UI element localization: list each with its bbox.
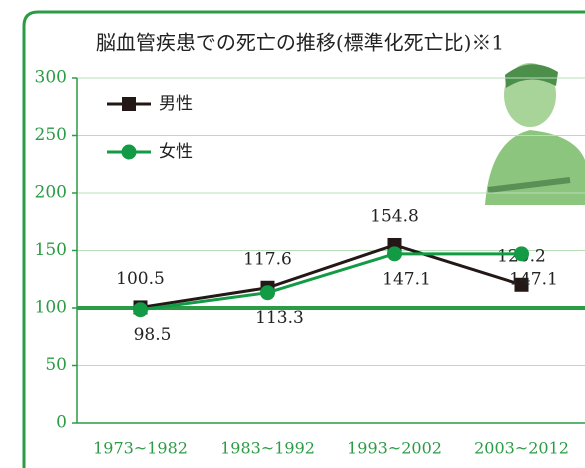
- data-label: 100.5: [116, 269, 165, 289]
- data-label: 98.5: [134, 325, 172, 345]
- y-tick-label: 300: [35, 68, 67, 88]
- y-tick-label: 200: [35, 183, 67, 203]
- x-tick-label: 1983~1992: [220, 439, 315, 458]
- legend-label: 女性: [159, 142, 193, 162]
- y-tick-label: 150: [35, 240, 67, 260]
- marker: [387, 246, 402, 262]
- series-line: [140, 243, 522, 309]
- x-tick-label: 2003~2012: [474, 439, 569, 458]
- data-label: 154.8: [370, 206, 419, 226]
- data-label: 117.6: [243, 249, 292, 269]
- x-tick-label: 1973~1982: [93, 439, 188, 458]
- y-tick-label: 0: [56, 413, 67, 433]
- x-tick-label: 1993~2002: [347, 439, 442, 458]
- y-tick-label: 250: [35, 125, 67, 145]
- data-label: 147.1: [509, 269, 558, 289]
- y-tick-label: 50: [45, 355, 67, 375]
- legend-marker: [121, 144, 137, 160]
- data-label: 113.3: [255, 308, 304, 328]
- y-tick-label: 100: [35, 298, 67, 318]
- series-line: [140, 252, 522, 312]
- marker: [133, 302, 148, 318]
- marker: [260, 285, 275, 301]
- legend-marker: [122, 97, 136, 111]
- legend-label: 男性: [159, 94, 193, 114]
- frame: [22, 10, 585, 468]
- illustration: [485, 63, 585, 205]
- marker: [514, 246, 529, 262]
- chart-title: 脳血管疾患での死亡の推移(標準化死亡比)※1: [96, 31, 504, 55]
- data-label: 147.1: [382, 269, 431, 289]
- marker: [514, 277, 529, 292]
